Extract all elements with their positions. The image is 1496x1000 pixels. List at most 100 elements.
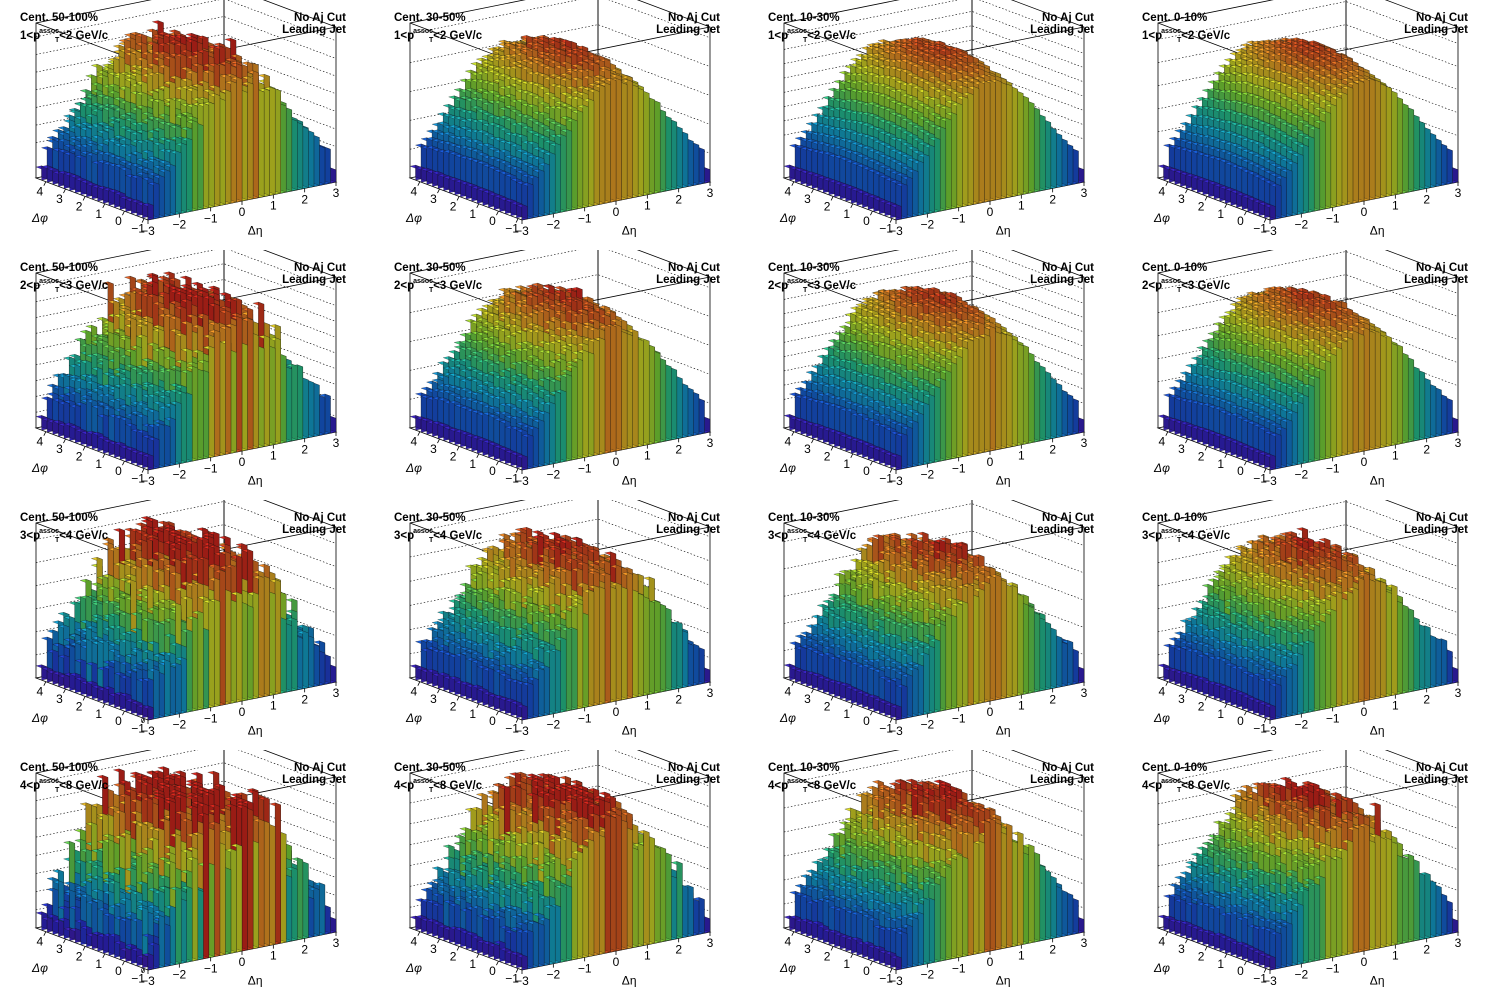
bar-side [521,204,528,220]
y-tick [82,196,86,201]
x-tick-label: −2 [546,218,560,232]
y-tick [102,203,106,208]
bar-side [593,89,600,205]
pt-lo: 1<p [20,30,40,42]
histogram-panel: 0.0050.010.0150.020.025−3−2−10123Δη−1012… [374,0,748,250]
bar-side [192,120,198,211]
pt-sup: assoc. [39,28,61,35]
bar-side [538,169,545,216]
pt-sup: assoc. [413,28,435,35]
x-tick-label: 1 [644,199,651,213]
bar-side [219,98,226,205]
bar-side [252,70,259,198]
bar-side [693,142,700,185]
bar-side [599,84,606,204]
bar-side [225,89,232,204]
bar-side [571,118,578,209]
bar-side [543,162,550,215]
bar-side [632,84,639,197]
bar-side [308,130,315,187]
x-tick-label: 1 [270,199,277,213]
x-tick-label: −3 [141,224,155,238]
y-tick [437,188,440,194]
y-axis-label: Δφ [405,211,422,225]
z-gridline [409,0,711,39]
x-tick-label: −2 [172,218,186,232]
bar-side [247,81,254,199]
bar-side [274,88,281,194]
z-gridline [35,16,337,59]
y-tick [63,188,66,194]
x-tick-label: 0 [613,205,620,219]
bar-side [499,194,506,211]
bar-side [136,199,143,215]
bar-side [153,182,160,218]
bar-side [169,163,176,215]
y-tick [141,218,145,223]
y-axis-label: Δφ [31,211,48,225]
bar-side [588,98,595,206]
bar-side [577,110,583,208]
bar-side [74,174,81,192]
y-tick [417,181,421,186]
bar-side [687,139,694,186]
bar-side [682,131,689,187]
bar-side [175,150,182,214]
y-tick-label: 3 [430,192,437,206]
bar-side [263,88,270,196]
bar-side [698,147,705,184]
x-axis: −3 −2 −1 0 1 2 3Δη [141,182,340,238]
bar-side [324,146,331,184]
pt-lo: 1<p [394,30,414,42]
bar-side [52,167,59,184]
bar-side [643,91,650,195]
bar-side [665,115,672,190]
x-axis-label: Δη [622,223,637,237]
y-tick-label: 2 [450,199,457,213]
bar-side [626,79,633,198]
bar-side [554,142,561,213]
x-tick-label: 0 [239,205,246,219]
bar-side [164,169,171,216]
bar-side [236,76,243,202]
bar-side [566,129,572,211]
bar-side [208,101,215,207]
bar-side [186,137,193,212]
aj-cut-label: No Aj Cut [294,12,346,24]
z-gridline [35,33,337,77]
bar-side [313,135,320,186]
aj-cut-label: No Aj Cut [668,12,720,24]
y-tick [496,210,499,216]
bar-side [676,126,683,188]
bar-side [648,97,655,194]
bar-side [302,126,309,188]
y-tick-label: 0 [489,214,496,228]
z-gridline [409,24,711,67]
x-tick-label: 3 [333,186,340,200]
jet-label: Leading Jet [656,24,720,36]
x-tick-label: −1 [204,211,218,225]
y-tick [476,203,480,208]
bar-side [291,118,298,190]
y-tick [122,210,125,216]
bar-side [671,119,677,189]
lego-plot: 0.020.030.040.050.060.070.08−3−2−10123Δη… [31,0,340,238]
bar-side [86,179,93,196]
bar-side [230,80,237,203]
y-tick [43,181,47,186]
bar-side [297,122,303,189]
bar-side [158,175,165,217]
bar-side [621,82,628,199]
x-tick-label: 2 [301,192,308,206]
bar-side [286,107,292,192]
bar-side [125,195,132,211]
bars [409,35,711,221]
bar-side [582,104,589,207]
histogram-panel: 0.0030.0040.0050.0060.0070.0080.0090.01−… [748,0,1122,250]
x-tick-label: 2 [675,192,682,206]
bar-side [637,87,644,196]
bar-side [660,109,666,192]
y-tick-label: 4 [36,185,43,199]
bar-side [280,103,287,193]
